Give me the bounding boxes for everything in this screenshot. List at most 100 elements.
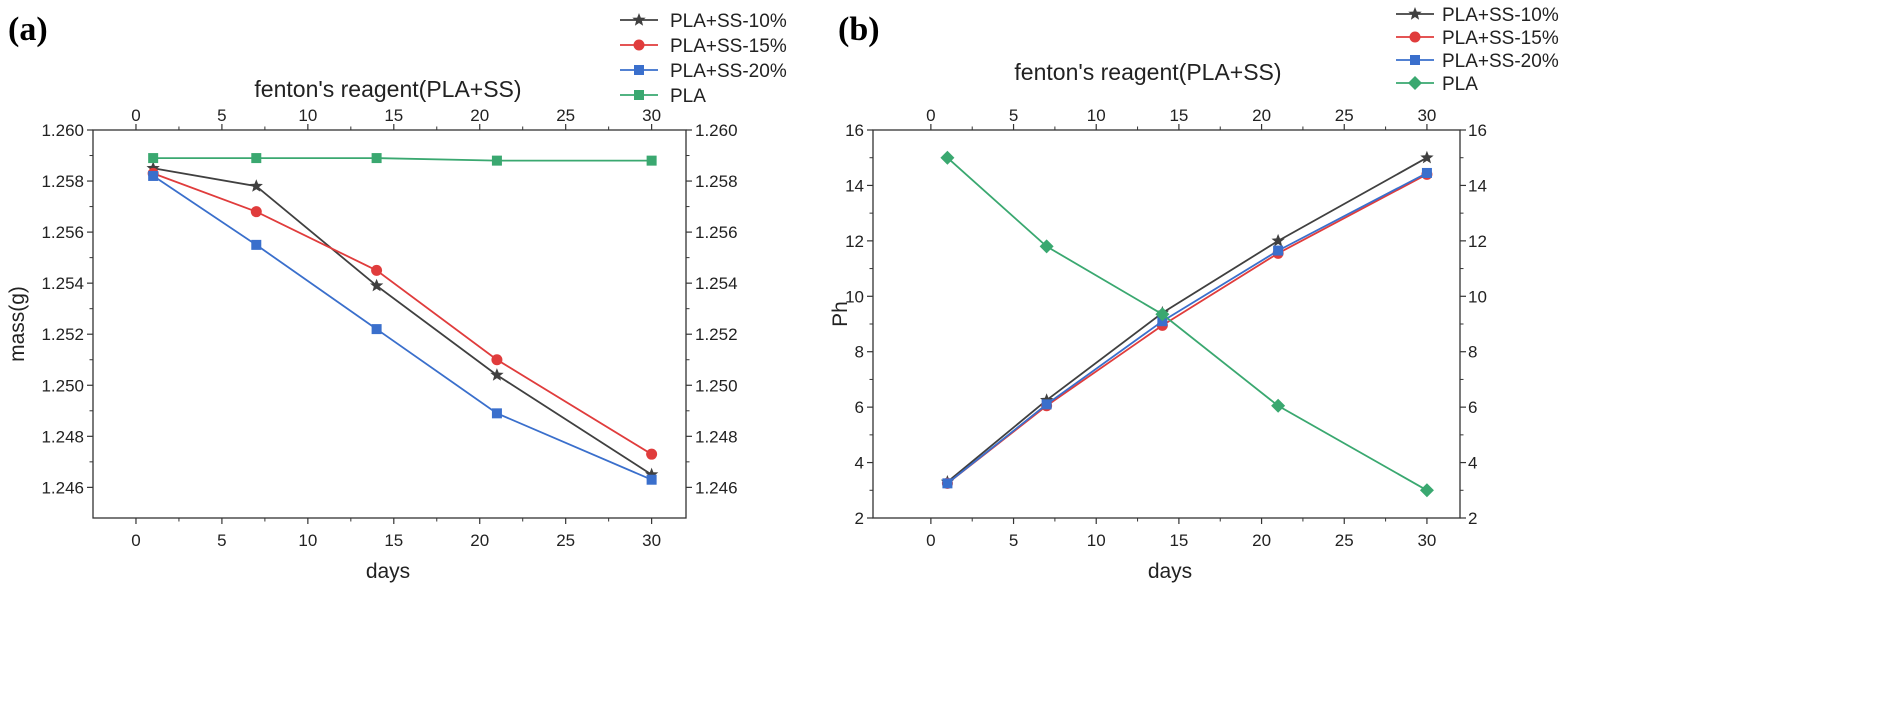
x-tick-label-top: 5 (217, 106, 226, 125)
legend-marker (634, 90, 644, 100)
chart-title: fenton's reagent(PLA+SS) (1014, 59, 1281, 85)
y-tick-label-left: 1.248 (41, 427, 84, 446)
legend-entry: PLA (1396, 74, 1478, 95)
chart-panel-1: (b) 0 0 5 5 10 10 15 15 20 20 25 25 30 30 2 2 4 4 6 6 8 8 10 10 1… (829, 5, 1559, 583)
x-tick-label-top: 5 (1009, 106, 1018, 125)
legend-marker (634, 65, 644, 75)
data-point (646, 474, 657, 485)
x-tick-label-bottom: 5 (1009, 531, 1018, 550)
legend-label: PLA (670, 86, 706, 107)
legend-label: PLA+SS-10% (1442, 5, 1559, 26)
legend-label: PLA (1442, 74, 1478, 95)
legend-marker (1408, 76, 1422, 90)
series-0 (940, 150, 1434, 488)
legend: PLA+SS-10%PLA+SS-15%PLA+SS-20%PLA (1396, 5, 1559, 95)
x-tick-label-top: 25 (556, 106, 575, 125)
data-point (646, 448, 658, 460)
y-tick-label-right: 1.250 (695, 376, 738, 395)
data-point (1041, 399, 1052, 410)
legend-marker (1408, 7, 1422, 20)
x-tick-label-bottom: 15 (384, 531, 403, 550)
y-tick-label-right: 6 (1468, 398, 1477, 417)
x-tick-label-bottom: 30 (1417, 531, 1436, 550)
panel-label: (b) (838, 11, 880, 48)
data-point (942, 478, 953, 489)
data-point (371, 264, 383, 276)
x-tick-label-bottom: 20 (1252, 531, 1271, 550)
y-tick-label-right: 12 (1468, 232, 1487, 251)
legend-label: PLA+SS-15% (1442, 28, 1559, 49)
y-tick-label-left: 1.254 (41, 274, 84, 293)
x-tick-label-top: 25 (1335, 106, 1354, 125)
x-tick-label-top: 10 (1087, 106, 1106, 125)
legend-marker (1409, 31, 1421, 43)
y-tick-label-right: 2 (1468, 509, 1477, 528)
x-tick-label-bottom: 5 (217, 531, 226, 550)
data-point (1420, 150, 1434, 164)
x-tick-label-bottom: 10 (1087, 531, 1106, 550)
y-tick-label-right: 8 (1468, 343, 1477, 362)
data-point (1039, 239, 1054, 254)
legend-entry: PLA+SS-15% (1396, 28, 1559, 49)
x-tick-label-top: 0 (131, 106, 140, 125)
plot-frame (92, 129, 687, 519)
x-tick-label-top: 10 (298, 106, 317, 125)
data-point (491, 408, 502, 419)
legend-marker (1410, 55, 1420, 65)
data-point (645, 467, 659, 481)
legend-entry: PLA+SS-20% (620, 61, 787, 82)
data-point (148, 153, 159, 164)
data-point (249, 179, 263, 192)
x-tick-label-bottom: 25 (1335, 531, 1354, 550)
data-point (490, 368, 504, 381)
legend-label: PLA+SS-20% (670, 61, 787, 82)
data-point (1273, 245, 1284, 256)
data-point (1155, 307, 1170, 322)
y-tick-label-left: 1.252 (41, 325, 84, 344)
legend-label: PLA+SS-10% (670, 11, 787, 32)
data-point (371, 153, 382, 164)
legend-marker (633, 39, 645, 51)
y-tick-label-left: 1.246 (41, 478, 84, 497)
data-point (491, 354, 503, 366)
chart-title: fenton's reagent(PLA+SS) (254, 76, 521, 102)
series-1 (941, 168, 1433, 489)
x-tick-label-top: 0 (926, 106, 935, 125)
x-axis-label: days (366, 560, 410, 583)
x-tick-label-top: 30 (1417, 106, 1436, 125)
legend-entry: PLA+SS-10% (620, 11, 787, 32)
data-point (1421, 167, 1432, 178)
data-point (371, 324, 382, 335)
y-tick-label-right: 4 (1468, 454, 1477, 473)
series-2 (942, 167, 1432, 489)
data-point (646, 155, 657, 166)
x-tick-label-top: 15 (1169, 106, 1188, 125)
series-line (153, 167, 653, 476)
y-tick-label-right: 1.246 (695, 478, 738, 497)
legend-entry: PLA+SS-15% (620, 36, 787, 57)
y-tick-label-left: 1.250 (41, 376, 84, 395)
series-3 (940, 150, 1434, 498)
y-tick-label-left: 8 (855, 343, 864, 362)
data-point (1419, 483, 1434, 498)
y-axis-label: Ph (829, 301, 852, 327)
legend-entry: PLA (620, 86, 706, 107)
chart-panel-0: (a) 0 0 5 5 10 10 15 15 20 20 25 25 30 30 1.246 1.246 1.2… (6, 11, 787, 583)
x-tick-label-top: 30 (642, 106, 661, 125)
x-tick-label-top: 20 (470, 106, 489, 125)
data-point (148, 170, 159, 181)
y-tick-label-left: 16 (845, 121, 864, 140)
legend-entry: PLA+SS-10% (1396, 5, 1559, 26)
series-line (946, 172, 1428, 485)
x-axis-label: days (1148, 560, 1192, 583)
y-tick-label-right: 1.252 (695, 325, 738, 344)
y-tick-label-left: 2 (855, 509, 864, 528)
series-line (153, 157, 652, 162)
legend-label: PLA+SS-15% (670, 36, 787, 57)
data-point (146, 161, 160, 174)
x-tick-label-bottom: 25 (556, 531, 575, 550)
data-point (491, 155, 502, 166)
x-tick-label-bottom: 15 (1169, 531, 1188, 550)
data-point (251, 239, 262, 250)
